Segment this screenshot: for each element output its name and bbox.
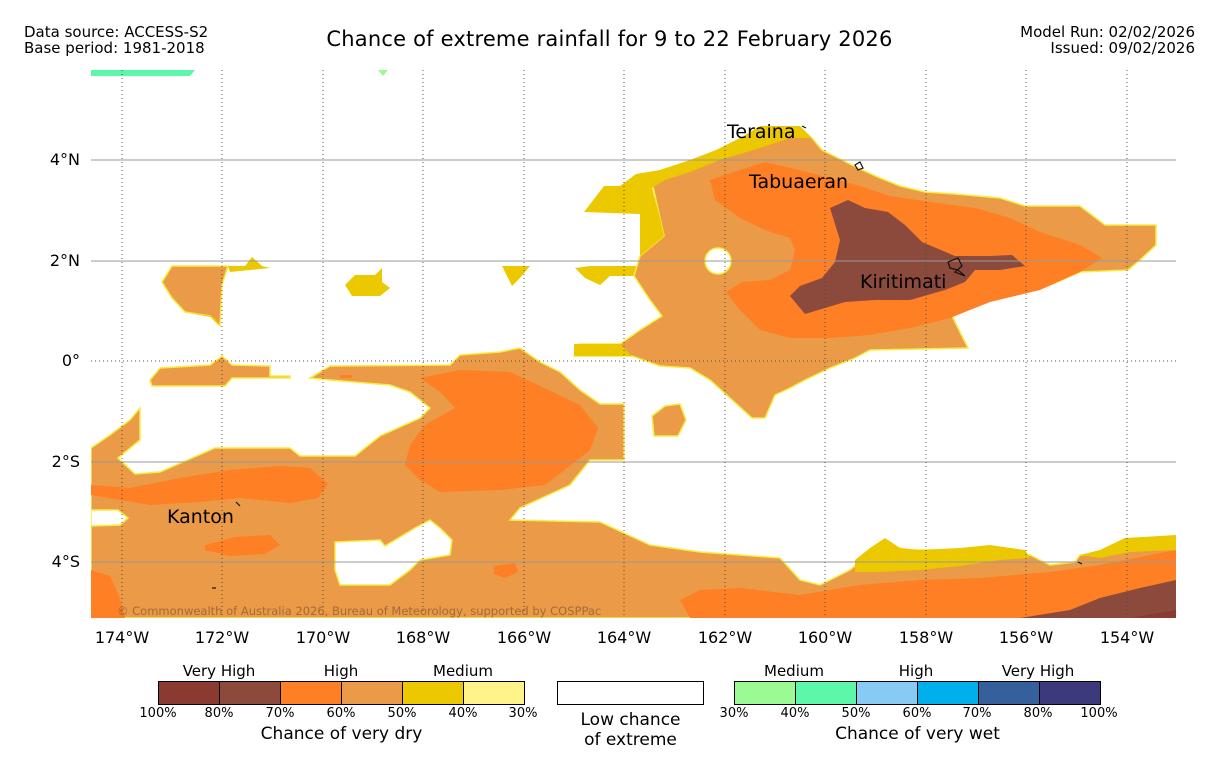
probability-fields <box>91 70 1176 618</box>
high-dry-region <box>340 375 352 378</box>
dry-swatch <box>464 682 524 704</box>
wet-swatch <box>857 682 918 704</box>
low-chance-line1: Low chance <box>580 710 681 730</box>
wet-swatch <box>1040 682 1100 704</box>
base-period-label: Base period: 1981-2018 <box>24 39 205 57</box>
medium-dry-region <box>502 266 530 286</box>
legend-tick: 50% <box>841 706 871 721</box>
dry-swatch <box>403 682 464 704</box>
very-high-dry-region <box>790 200 1025 314</box>
dry-colorbar <box>158 681 525 705</box>
dry-swatch <box>220 682 281 704</box>
legend-tick: 30% <box>719 706 749 721</box>
legend-tick: 80% <box>1023 706 1053 721</box>
lon-tick-label: 168°W <box>395 628 451 647</box>
high-dry-region <box>494 563 518 578</box>
lat-tick-label: 2°N <box>49 251 80 270</box>
lon-tick-label: 166°W <box>496 628 552 647</box>
wet-swatch <box>796 682 857 704</box>
legend-wet-title: Chance of very wet <box>835 724 1000 744</box>
high-dry-region <box>161 265 230 328</box>
place-label-kiritimati: Kiritimati <box>860 271 947 293</box>
low-chance-region <box>91 509 130 527</box>
wet-colorbar <box>734 681 1101 705</box>
high-dry-region <box>149 355 291 387</box>
medium-dry-region <box>575 266 636 285</box>
low-chance-label: Low chance of extreme <box>557 710 704 750</box>
lon-tick-label: 156°W <box>998 628 1054 647</box>
copyright-notice: © Commonwealth of Australia 2026, Bureau… <box>117 604 602 618</box>
issued-label: Issued: 09/02/2026 <box>1050 39 1195 57</box>
graticule <box>91 70 1176 618</box>
high-dry-region <box>205 535 280 556</box>
low-chance-line2: of extreme <box>584 730 677 750</box>
lon-tick-label: 164°W <box>596 628 652 647</box>
medium-dry-region <box>574 344 632 356</box>
legend-wet-very-high-label: Very High <box>1001 662 1075 680</box>
low-chance-swatch <box>557 681 704 705</box>
lon-tick-label: 172°W <box>194 628 250 647</box>
high-dry-region <box>91 570 125 618</box>
wet-swatch <box>918 682 979 704</box>
legend-tick: 70% <box>962 706 992 721</box>
medium-dry-region <box>345 268 390 296</box>
legend-tick: 60% <box>902 706 932 721</box>
low-chance-region <box>334 519 453 586</box>
lon-tick-label: 174°W <box>94 628 150 647</box>
lat-tick-label: 4°N <box>49 150 80 169</box>
medium-dry-region <box>1080 535 1176 558</box>
model-run-label: Model Run: 02/02/2026 <box>1020 23 1195 41</box>
legend-tick: 80% <box>204 706 234 721</box>
medium-dry-region <box>228 257 270 272</box>
place-label-tabuaeran: Tabuaeran <box>749 171 849 193</box>
legend-tick: 30% <box>508 706 538 721</box>
very-high-dry-region <box>1130 610 1176 618</box>
legend-dry-title: Chance of very dry <box>260 724 423 744</box>
legend-tick: 100% <box>1080 706 1118 721</box>
lat-tick-label: 0° <box>61 351 80 370</box>
place-label-teraina: Teraina <box>727 121 796 143</box>
legend-tick: 60% <box>326 706 356 721</box>
lon-tick-label: 160°W <box>797 628 853 647</box>
wet-swatch <box>979 682 1040 704</box>
legend-wet-medium-label: Medium <box>764 662 824 680</box>
wet-swatch <box>735 682 796 704</box>
dry-swatch <box>342 682 403 704</box>
legend-dry-very-high-label: Very High <box>182 662 256 680</box>
high-dry-region <box>651 403 687 437</box>
data-source-label: Data source: ACCESS-S2 <box>24 23 209 41</box>
medium-dry-region <box>185 312 220 326</box>
high-dry-region <box>680 550 1176 618</box>
legend-dry-high-label: High <box>323 662 359 680</box>
legend-tick: 100% <box>139 706 177 721</box>
medium-wet-region <box>378 70 388 76</box>
legend-tick: 70% <box>265 706 295 721</box>
lon-tick-label: 170°W <box>295 628 351 647</box>
high-dry-region <box>405 370 598 492</box>
dry-swatch <box>281 682 342 704</box>
legend-wet-high-label: High <box>898 662 934 680</box>
lon-tick-label: 162°W <box>697 628 753 647</box>
high-dry-region <box>91 466 328 505</box>
place-label-kanton: Kanton <box>167 506 234 528</box>
dry-swatch <box>159 682 220 704</box>
map-title: Chance of extreme rainfall for 9 to 22 F… <box>326 27 893 51</box>
lon-tick-label: 158°W <box>898 628 954 647</box>
legend-tick: 40% <box>448 706 478 721</box>
lon-tick-label: 154°W <box>1099 628 1155 647</box>
very-high-dry-region <box>1020 580 1176 618</box>
medium-wet-region <box>91 70 195 76</box>
lat-tick-label: 2°S <box>51 452 80 471</box>
medium-dry-region <box>855 538 1030 572</box>
legend-tick: 50% <box>387 706 417 721</box>
legend-dry-medium-label: Medium <box>433 662 493 680</box>
lat-tick-label: 4°S <box>51 552 80 571</box>
island-outlines <box>212 125 1083 589</box>
legend-tick: 40% <box>780 706 810 721</box>
medium-dry-region <box>584 126 812 256</box>
